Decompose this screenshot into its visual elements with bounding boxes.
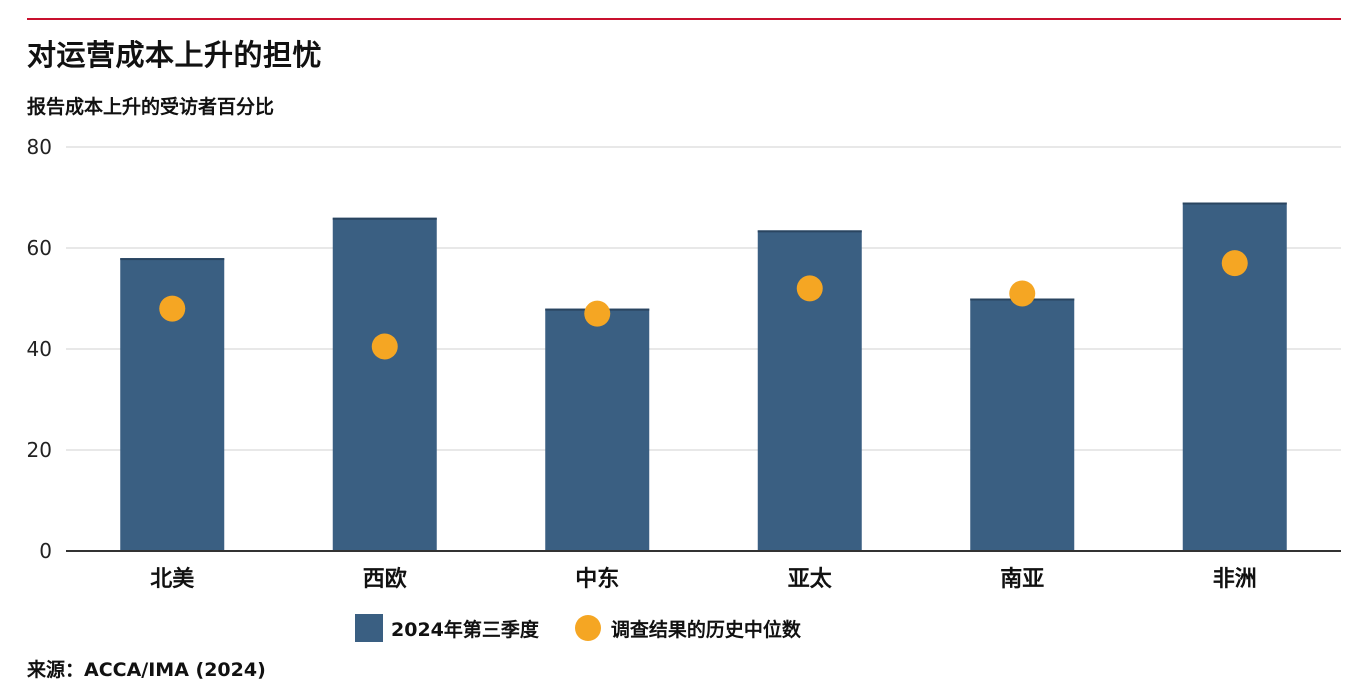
bar-中东 [545, 308, 650, 551]
median-dot-亚太 [796, 275, 823, 302]
legend-label-bar-series: 2024年第三季度 [391, 618, 539, 641]
median-dots [159, 250, 1248, 360]
chart-subtitle: 报告成本上升的受访者百分比 [27, 96, 275, 118]
median-dot-非洲 [1221, 250, 1248, 277]
x-category-label-西欧: 西欧 [363, 566, 407, 592]
median-dot-中东 [584, 300, 611, 327]
legend-label-dot-series: 调查结果的历史中位数 [610, 618, 801, 641]
legend-item-bar-series: 2024年第三季度 [355, 614, 539, 642]
y-tick-label-80: 80 [27, 135, 52, 159]
source-note: 来源：ACCA/IMA (2024) [27, 659, 266, 681]
legend: 2024年第三季度 调查结果的历史中位数 [355, 614, 837, 642]
top-accent-rule [27, 18, 1341, 20]
y-tick-label-0: 0 [39, 539, 52, 563]
chart-title: 对运营成本上升的担忧 [27, 38, 323, 72]
bar-西欧 [332, 217, 437, 551]
y-tick-label-60: 60 [27, 236, 52, 260]
x-axis-labels: 北美 西欧 中东 亚太 南亚 非洲 [150, 566, 1257, 592]
median-dot-西欧 [371, 333, 398, 360]
median-dot-北美 [159, 295, 186, 322]
median-dot-南亚 [1009, 280, 1036, 307]
legend-dot-swatch [574, 615, 601, 641]
bars [120, 202, 1287, 552]
x-category-label-南亚: 南亚 [1000, 567, 1044, 592]
gridlines [66, 146, 1341, 451]
legend-bar-swatch [355, 614, 383, 642]
y-axis-ticks: 0 20 40 60 80 [27, 135, 52, 563]
x-category-label-北美: 北美 [150, 566, 195, 592]
y-tick-label-40: 40 [27, 337, 52, 361]
x-category-label-中东: 中东 [575, 566, 619, 592]
y-tick-label-20: 20 [27, 438, 52, 462]
legend-item-dot-series: 调查结果的历史中位数 [574, 615, 801, 642]
x-category-label-亚太: 亚太 [788, 567, 833, 592]
x-category-label-非洲: 非洲 [1213, 567, 1257, 592]
bar-南亚 [970, 298, 1075, 551]
